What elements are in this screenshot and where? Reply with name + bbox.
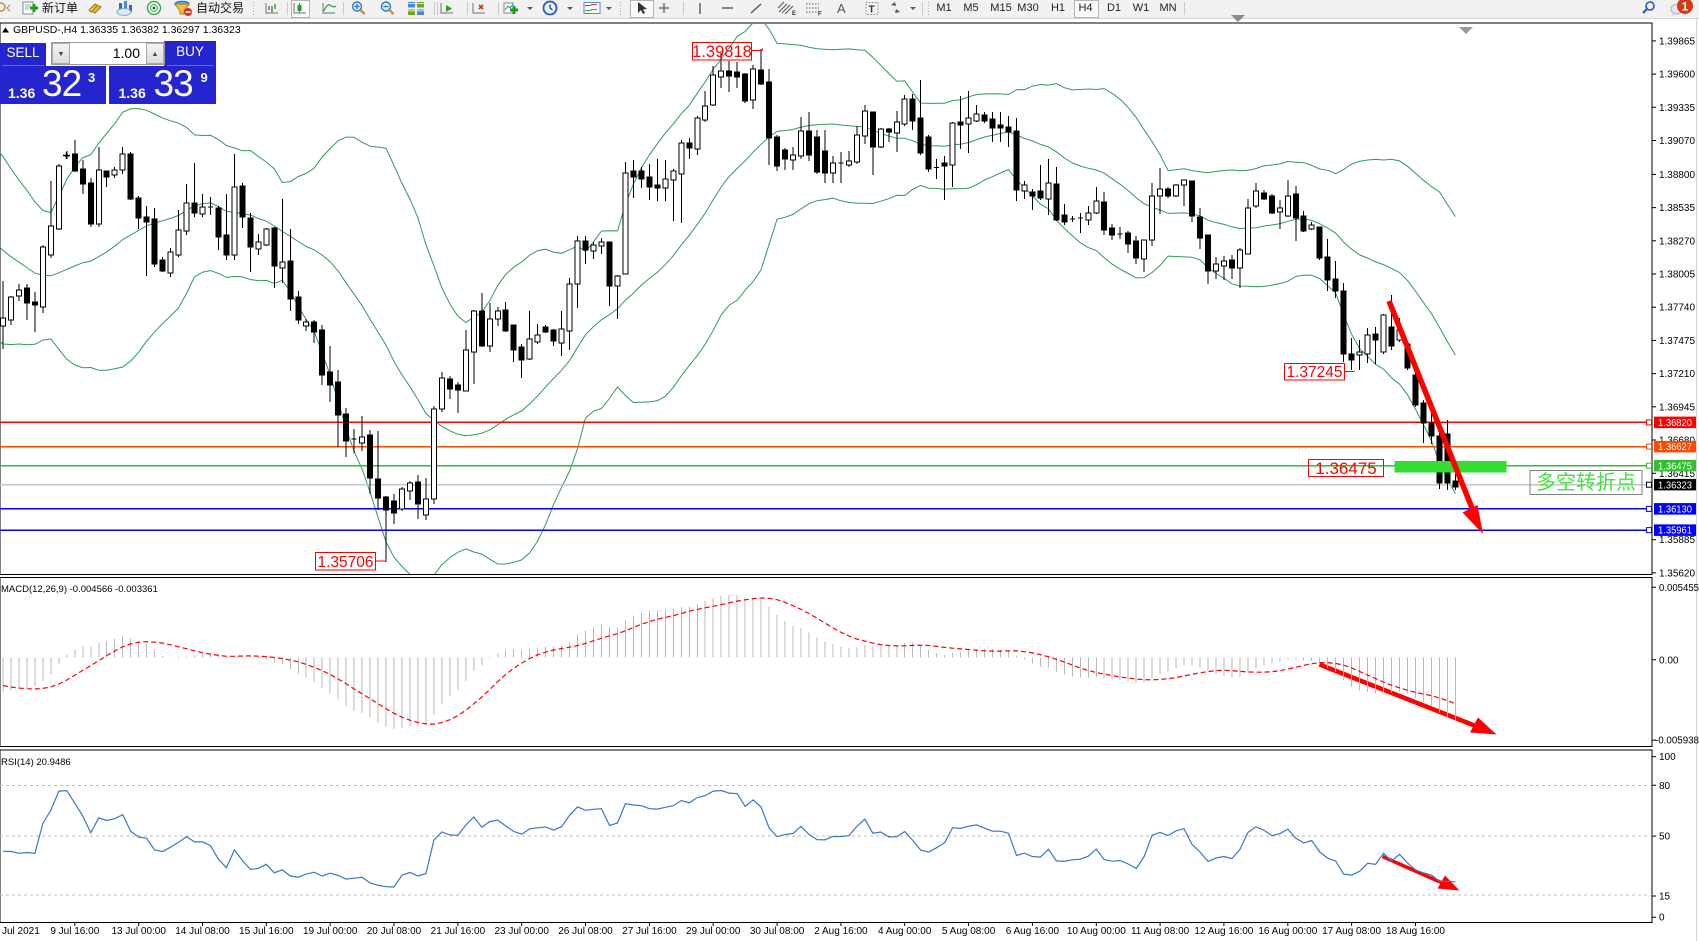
- svg-text:0.00: 0.00: [1659, 655, 1679, 666]
- svg-text:1.35620: 1.35620: [1659, 568, 1695, 579]
- svg-text:1.35961: 1.35961: [1658, 526, 1692, 537]
- svg-text:23 Jul 00:00: 23 Jul 00:00: [494, 926, 549, 937]
- svg-text:1.37475: 1.37475: [1659, 336, 1695, 347]
- svg-text:20 Jul 08:00: 20 Jul 08:00: [367, 926, 422, 937]
- svg-text:多空转折点: 多空转折点: [1536, 471, 1636, 494]
- svg-text:19 Jul 00:00: 19 Jul 00:00: [303, 926, 358, 937]
- svg-text:Jul 2021: Jul 2021: [2, 926, 40, 937]
- svg-text:2 Aug 16:00: 2 Aug 16:00: [814, 926, 868, 937]
- svg-text:1.36323: 1.36323: [1658, 480, 1692, 491]
- svg-text:4 Aug 00:00: 4 Aug 00:00: [878, 926, 932, 937]
- svg-text:1.38270: 1.38270: [1659, 236, 1695, 247]
- svg-text:10 Aug 00:00: 10 Aug 00:00: [1067, 926, 1126, 937]
- svg-text:RSI(14) 20.9486: RSI(14) 20.9486: [1, 757, 71, 768]
- svg-text:1.35885: 1.35885: [1659, 535, 1695, 546]
- svg-text:1.37245: 1.37245: [1286, 364, 1342, 381]
- svg-text:1.38005: 1.38005: [1659, 270, 1695, 281]
- svg-text:1.36475: 1.36475: [1658, 461, 1692, 472]
- svg-text:1.36945: 1.36945: [1659, 402, 1695, 413]
- svg-text:13 Jul 00:00: 13 Jul 00:00: [111, 926, 166, 937]
- svg-text:1.38800: 1.38800: [1659, 170, 1695, 181]
- svg-text:15 Jul 16:00: 15 Jul 16:00: [239, 926, 294, 937]
- svg-text:26 Jul 08:00: 26 Jul 08:00: [558, 926, 613, 937]
- svg-text:1.37210: 1.37210: [1659, 369, 1695, 380]
- svg-text:100: 100: [1659, 752, 1676, 763]
- svg-text:1.36627: 1.36627: [1658, 442, 1692, 453]
- svg-text:1.39335: 1.39335: [1659, 103, 1695, 114]
- svg-text:29 Jul 00:00: 29 Jul 00:00: [686, 926, 741, 937]
- svg-text:1.37740: 1.37740: [1659, 303, 1695, 314]
- svg-text:1.39818: 1.39818: [692, 43, 752, 61]
- svg-text:1.38535: 1.38535: [1659, 203, 1695, 214]
- svg-text:0: 0: [1659, 913, 1665, 924]
- svg-text:A: A: [837, 1, 846, 16]
- svg-text:F: F: [818, 12, 822, 18]
- svg-text:50: 50: [1659, 832, 1671, 843]
- svg-text:15: 15: [1659, 892, 1671, 903]
- svg-text:12 Aug 16:00: 12 Aug 16:00: [1194, 926, 1253, 937]
- svg-text:1.36415: 1.36415: [1659, 469, 1695, 480]
- svg-text:16 Aug 00:00: 16 Aug 00:00: [1258, 926, 1317, 937]
- svg-text:MACD(12,26,9) -0.004566 -0.003: MACD(12,26,9) -0.004566 -0.003361: [1, 584, 158, 595]
- svg-text:27 Jul 16:00: 27 Jul 16:00: [622, 926, 677, 937]
- svg-text:1.39070: 1.39070: [1659, 136, 1695, 147]
- svg-text:0.005455: 0.005455: [1659, 583, 1699, 594]
- svg-text:9 Jul 16:00: 9 Jul 16:00: [50, 926, 99, 937]
- svg-text:E: E: [792, 11, 796, 17]
- svg-text:1.39600: 1.39600: [1659, 70, 1695, 81]
- svg-text:1.39865: 1.39865: [1659, 36, 1695, 47]
- svg-text:11 Aug 08:00: 11 Aug 08:00: [1131, 926, 1190, 937]
- svg-text:1: 1: [1682, 0, 1689, 14]
- svg-text:1.36820: 1.36820: [1658, 418, 1692, 429]
- svg-text:18 Aug 16:00: 18 Aug 16:00: [1386, 926, 1445, 937]
- svg-text:5 Aug 08:00: 5 Aug 08:00: [942, 926, 996, 937]
- svg-text:1.36475: 1.36475: [1315, 459, 1376, 478]
- svg-text:80: 80: [1659, 781, 1671, 792]
- svg-text:1.36130: 1.36130: [1658, 505, 1692, 516]
- svg-text:30 Jul 08:00: 30 Jul 08:00: [750, 926, 805, 937]
- svg-text:17 Aug 08:00: 17 Aug 08:00: [1322, 926, 1381, 937]
- svg-text:6 Aug 16:00: 6 Aug 16:00: [1006, 926, 1060, 937]
- svg-text:T: T: [869, 5, 875, 16]
- svg-text:14 Jul 08:00: 14 Jul 08:00: [175, 926, 230, 937]
- svg-text:-0.005938: -0.005938: [1655, 736, 1699, 747]
- svg-text:21 Jul 16:00: 21 Jul 16:00: [431, 926, 486, 937]
- svg-text:1.35706: 1.35706: [317, 554, 373, 571]
- svg-text:GBPUSD-,H4 1.36335 1.36382 1.: GBPUSD-,H4 1.36335 1.36382 1.36297 1.363…: [13, 24, 241, 36]
